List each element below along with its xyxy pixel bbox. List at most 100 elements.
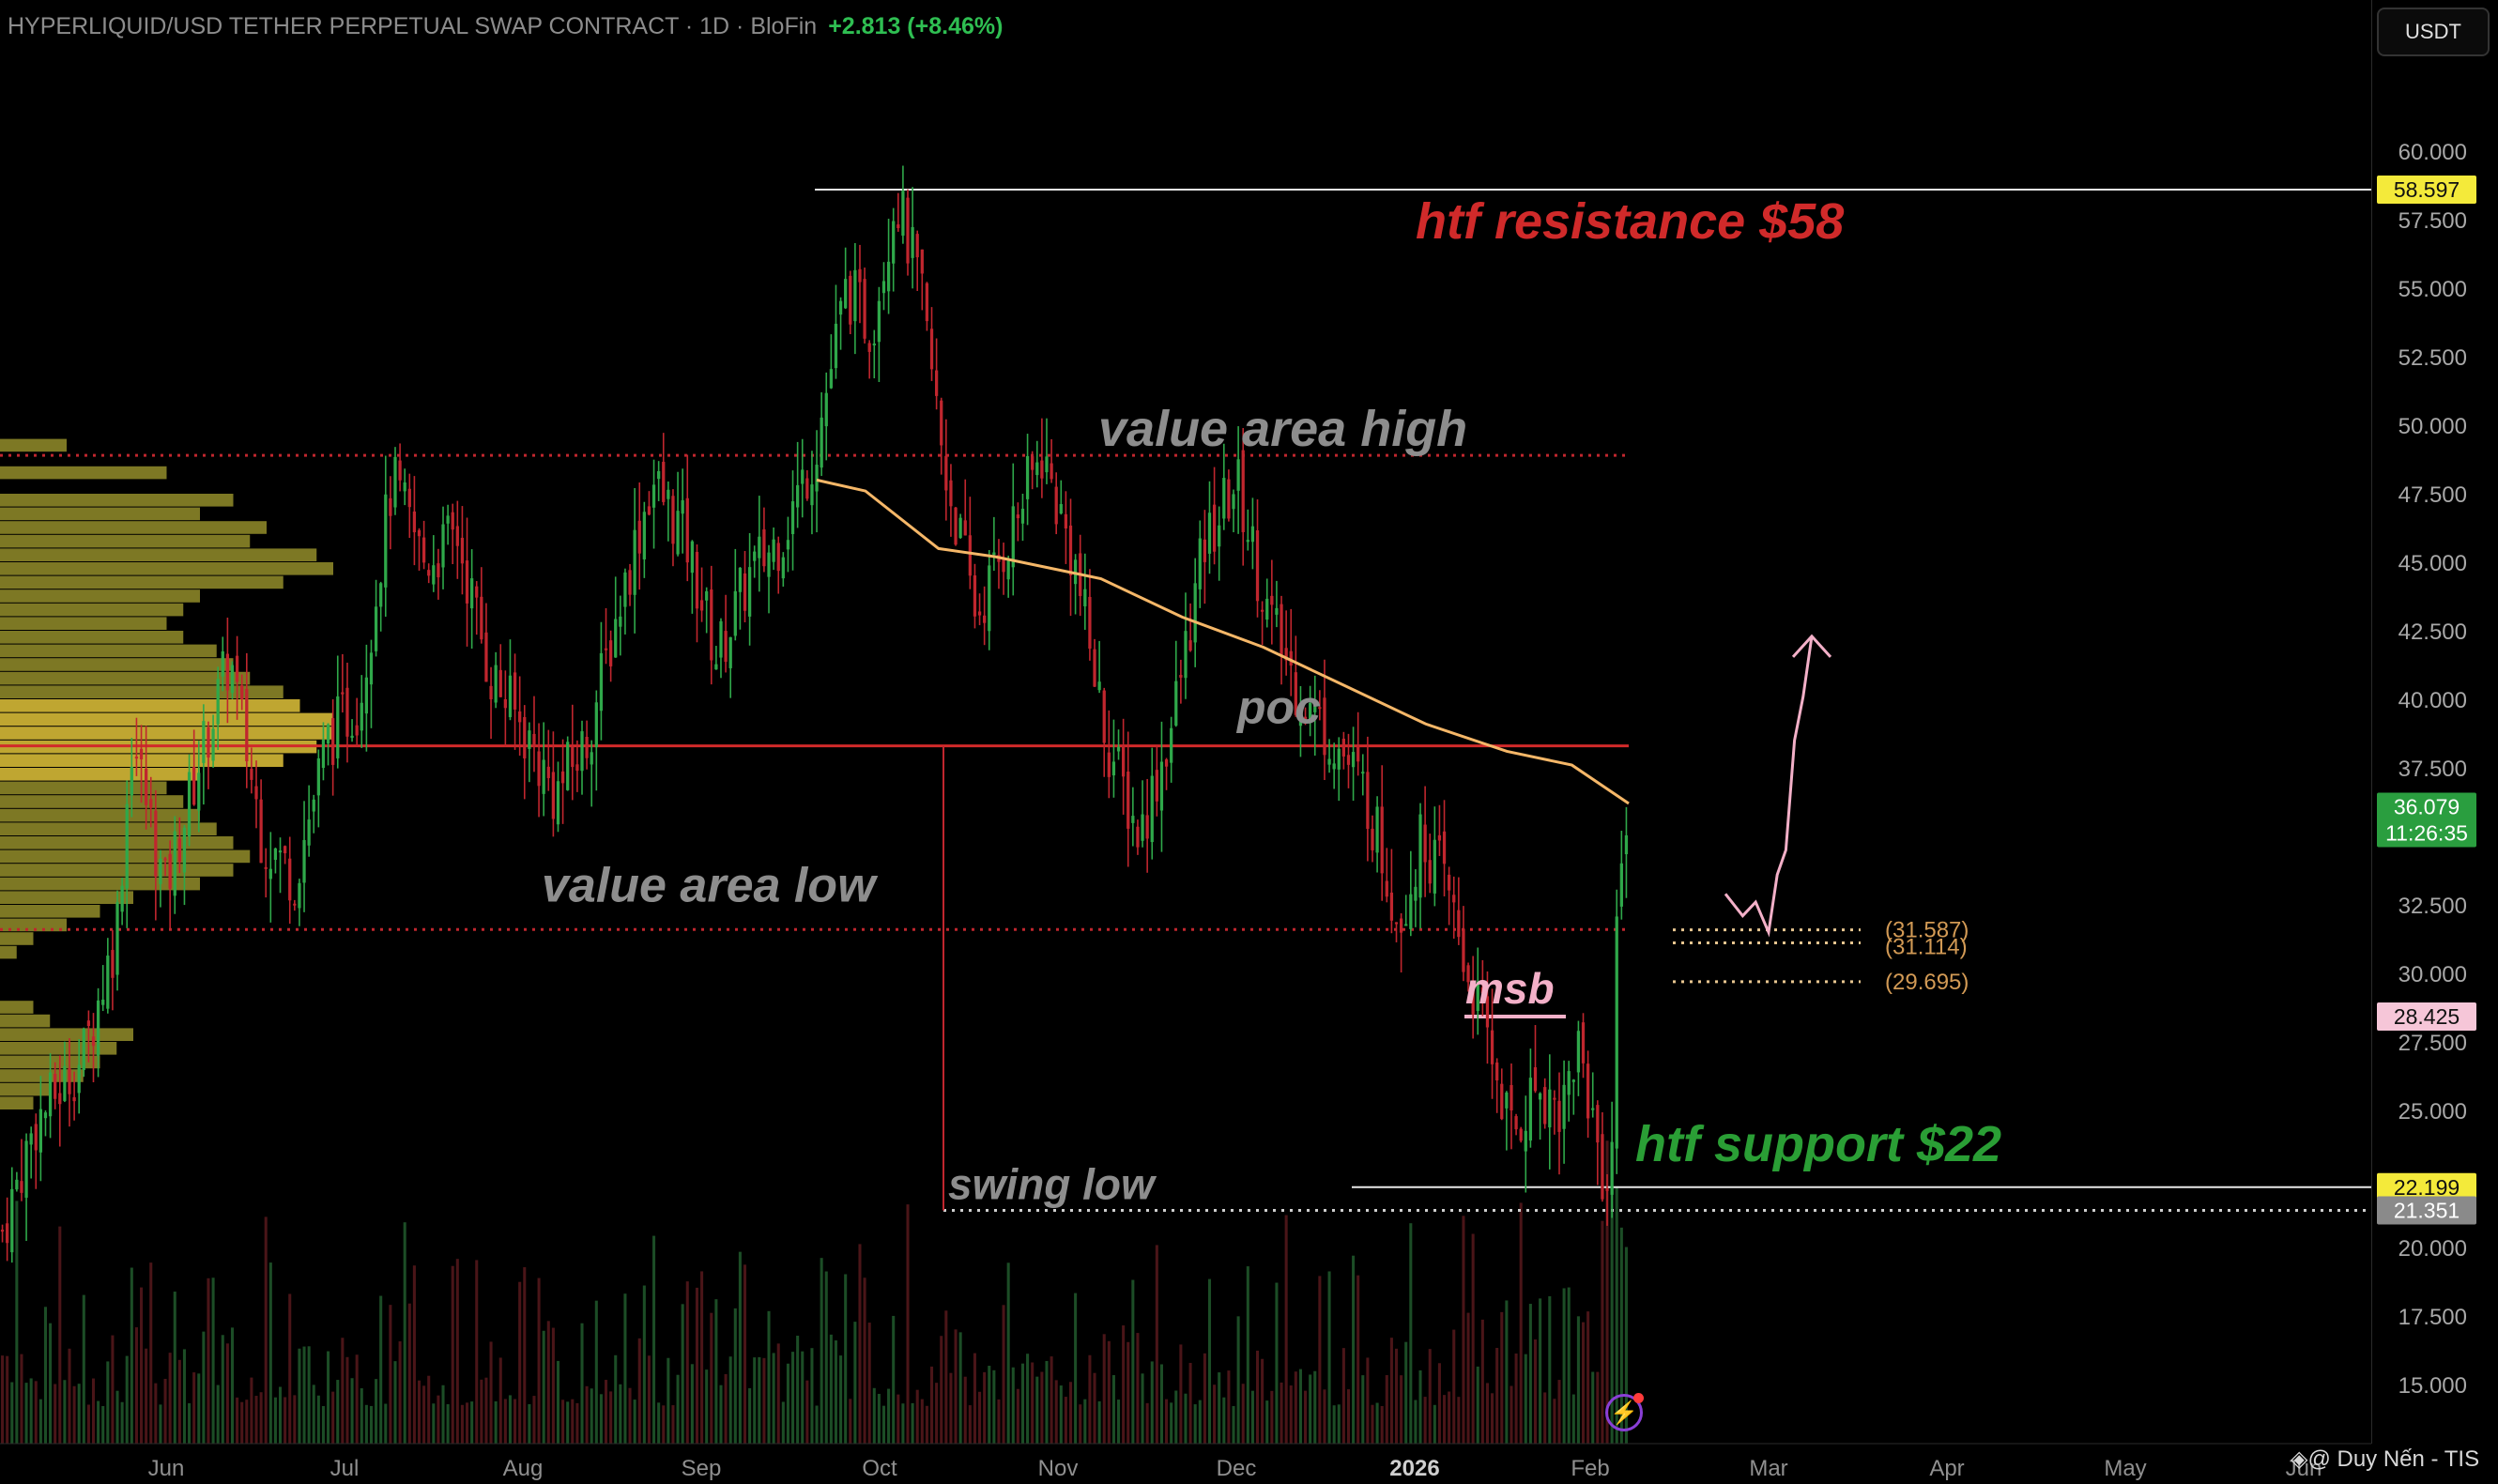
candle-body [1126, 772, 1130, 829]
price-tag-value: 58.597 [2394, 177, 2460, 202]
volume-bar [1428, 1349, 1432, 1444]
volume-bar [1284, 1215, 1288, 1444]
candle-body [1309, 702, 1312, 721]
volume-bar [1457, 1397, 1461, 1444]
candle-body [1218, 525, 1221, 547]
candle-body [1318, 707, 1322, 710]
candle-body [758, 536, 761, 558]
candle-body [983, 615, 987, 623]
volume-bar [1528, 1304, 1532, 1444]
candlesticks [0, 165, 1629, 1263]
volume-bar [1471, 1233, 1475, 1444]
candle-body [628, 570, 632, 595]
candle-body [321, 740, 326, 769]
volume-bar [1361, 1375, 1365, 1444]
volume-bar [1323, 1389, 1326, 1444]
volume-bar [1250, 1390, 1254, 1444]
candle-body [451, 512, 454, 530]
candle-body [1031, 456, 1034, 470]
volume-bar [915, 1389, 919, 1444]
volume-bar [738, 1251, 742, 1444]
candle-body [705, 590, 709, 601]
candle-body [1557, 1100, 1561, 1132]
candle-body [662, 461, 666, 502]
candle-body [134, 757, 139, 759]
volume-bar [537, 1277, 541, 1444]
candle-body [316, 757, 320, 796]
profile-bar [0, 562, 333, 575]
candle-body [1188, 640, 1192, 651]
candle-body [1227, 479, 1231, 519]
volume-bar [1141, 1373, 1144, 1444]
candle-body [283, 846, 287, 854]
volume-bar [345, 1356, 349, 1444]
candle-body [1500, 1083, 1504, 1120]
currency-unit-button[interactable]: USDT [2377, 8, 2490, 56]
candle-body [743, 573, 747, 611]
volume-bar [877, 1393, 881, 1444]
profile-bar [0, 795, 184, 808]
volume-bar [312, 1385, 315, 1444]
volume-bar [1298, 1369, 1302, 1444]
volume-bar [1366, 1357, 1370, 1444]
volume-bar [489, 1341, 493, 1444]
candle-body [508, 675, 513, 718]
lightning-icon[interactable]: ⚡ [1605, 1393, 1644, 1431]
candle-body [863, 279, 866, 339]
candle-body [1250, 526, 1255, 543]
candle-body [1480, 987, 1484, 994]
volume-bar [77, 1384, 81, 1444]
volume-bar [719, 1385, 723, 1444]
volume-bar [700, 1271, 704, 1444]
candle-body [1241, 450, 1245, 532]
candle-body [1356, 745, 1360, 762]
volume-bar [1418, 1369, 1422, 1444]
volume-bar [1591, 1371, 1595, 1444]
volume-bar [1414, 1400, 1418, 1444]
volume-bar [906, 1204, 910, 1444]
profile-bar [0, 631, 184, 644]
y-tick-label: 37.500 [2398, 757, 2467, 782]
volume-bar [1562, 1288, 1566, 1444]
annotation-label: value area low [542, 858, 879, 912]
volume-bar [1280, 1382, 1283, 1444]
volume-bar [657, 1402, 661, 1444]
candle-body [528, 730, 531, 749]
candle-body [1193, 583, 1197, 643]
profile-bar [0, 658, 234, 671]
candle-body [954, 507, 958, 545]
profile-bar [0, 1028, 133, 1041]
x-tick-label: Jun [148, 1456, 185, 1481]
candle-body [667, 489, 670, 499]
candle-body [714, 664, 718, 670]
volume-bar [432, 1403, 436, 1444]
volume-bar [38, 1399, 42, 1444]
candle-body [753, 551, 757, 561]
price-axis-panel[interactable] [2371, 0, 2498, 1444]
x-tick-label: May [2104, 1456, 2146, 1481]
candle-body [594, 702, 598, 748]
candle-body [1131, 816, 1135, 823]
candle-body [1519, 1128, 1523, 1141]
volume-bar [245, 1400, 249, 1444]
candle-body [1068, 525, 1073, 575]
volume-bar [379, 1295, 383, 1444]
volume-bar [369, 1405, 374, 1444]
candle-body [1428, 860, 1432, 884]
x-tick-label: 2026 [1389, 1456, 1439, 1481]
volume-bar [407, 1303, 411, 1444]
volume-bar [762, 1357, 766, 1444]
volume-bar [1394, 1348, 1399, 1444]
candle-body [1207, 513, 1212, 554]
candle-body [844, 279, 848, 309]
candle-body [106, 956, 110, 1009]
candle-body [796, 484, 800, 508]
volume-bar [728, 1356, 732, 1444]
volume-bar [1222, 1397, 1226, 1444]
candle-body [633, 529, 636, 595]
volume-bar [484, 1377, 488, 1444]
candle-body [762, 529, 766, 567]
target-level-label: (31.587) [1885, 918, 1969, 943]
volume-bar [849, 1399, 852, 1444]
candle-body [202, 721, 206, 763]
